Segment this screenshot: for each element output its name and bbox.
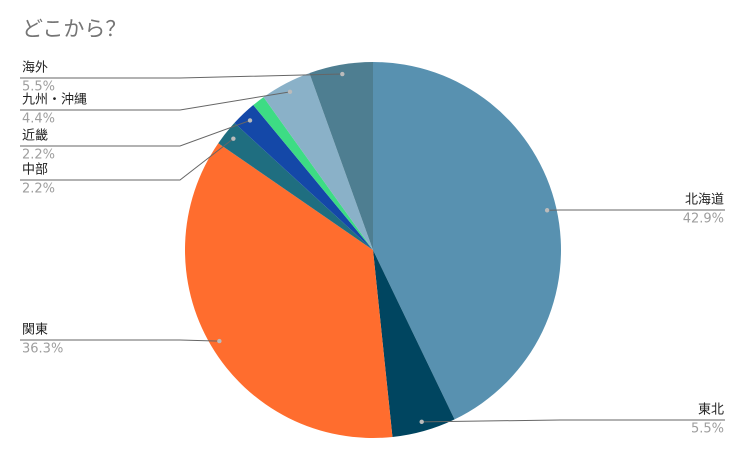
pie-slice bbox=[263, 73, 373, 250]
leader-line bbox=[20, 73, 343, 79]
leader-dot bbox=[247, 118, 253, 123]
leader-line bbox=[20, 120, 251, 147]
pie-slice bbox=[373, 62, 561, 420]
slice-label: 東北 bbox=[698, 402, 724, 418]
leader-dot bbox=[231, 136, 236, 141]
pie-slice bbox=[309, 62, 373, 250]
leader-line bbox=[20, 138, 234, 181]
pie-slice bbox=[253, 97, 373, 251]
pie-slice bbox=[184, 143, 393, 438]
slice-label: 北海道 bbox=[685, 193, 724, 208]
chart-title: どこから？ bbox=[22, 17, 126, 41]
slice-value-label: 4.4% bbox=[22, 112, 55, 127]
slice-label: 九州・沖縄 bbox=[22, 93, 87, 108]
pie-slice bbox=[234, 105, 373, 250]
leader-line bbox=[20, 339, 220, 342]
slice-value-label: 2.2% bbox=[22, 148, 55, 163]
pie-slice bbox=[218, 122, 373, 250]
leader-dot bbox=[419, 419, 424, 425]
slice-label: 海外 bbox=[22, 61, 48, 76]
slice-value-label: 2.2% bbox=[22, 182, 55, 197]
slice-label: 近畿 bbox=[22, 129, 48, 144]
slice-value-label: 5.5% bbox=[22, 80, 55, 95]
slice-value-label: 36.3% bbox=[22, 342, 63, 357]
slice-value-label: 5.5% bbox=[691, 422, 724, 437]
leader-dot bbox=[340, 71, 345, 77]
leader-dot bbox=[287, 89, 293, 95]
leader-dot bbox=[217, 338, 222, 344]
leader-line bbox=[20, 91, 291, 111]
slice-value-label: 42.9% bbox=[683, 212, 724, 227]
leader-dot bbox=[544, 208, 550, 213]
leader-line bbox=[421, 419, 725, 423]
slice-label: 関東 bbox=[22, 322, 48, 338]
pie-slice bbox=[373, 250, 455, 437]
slice-label: 中部 bbox=[22, 163, 48, 178]
